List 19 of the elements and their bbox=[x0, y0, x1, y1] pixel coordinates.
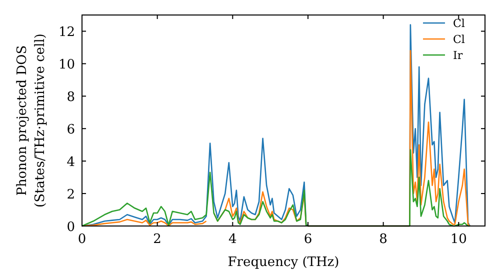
x-axis-title: Frequency (THz) bbox=[228, 255, 340, 270]
y-tick-label: 10 bbox=[58, 58, 75, 73]
y-tick-label: 2 bbox=[66, 188, 75, 203]
y-tick-label: 6 bbox=[66, 122, 75, 138]
y-axis-title: Phonon projected DOS (States/THz·primitive cell) bbox=[15, 33, 48, 208]
y-tick-label: 4 bbox=[66, 155, 75, 170]
x-tick-label: 6 bbox=[304, 232, 312, 247]
line-series bbox=[81, 149, 471, 227]
x-tick-label: 0 bbox=[78, 232, 86, 247]
legend-label: Ir bbox=[453, 49, 464, 62]
x-tick-label: 2 bbox=[153, 232, 162, 247]
x-tick-label: 8 bbox=[379, 232, 388, 247]
y-tick-label: 12 bbox=[58, 25, 75, 40]
x-tick-label: 10 bbox=[450, 232, 467, 247]
y-tick-label: 8 bbox=[66, 90, 75, 106]
x-tick-label: 4 bbox=[228, 232, 237, 247]
y-tick-label: 0 bbox=[66, 220, 75, 235]
legend-label: Cl bbox=[453, 33, 466, 46]
legend-label: Cl bbox=[453, 17, 466, 30]
